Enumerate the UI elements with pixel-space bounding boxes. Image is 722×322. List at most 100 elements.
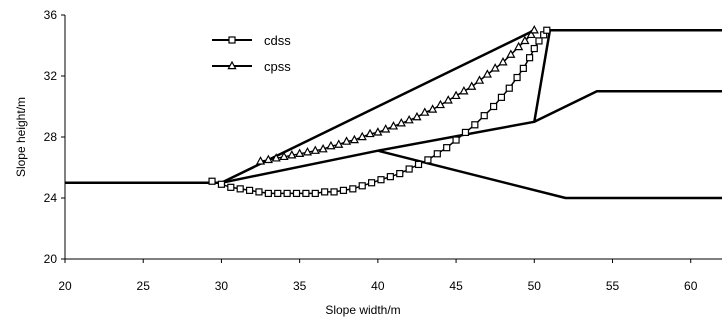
data-point-cdss	[283, 189, 291, 198]
data-point-cdss	[358, 182, 366, 190]
series-line-cdss	[211, 29, 548, 195]
x-tick-label: 55	[606, 279, 620, 293]
legend-marker-cdss	[228, 36, 236, 44]
data-point-cdss	[424, 156, 432, 164]
data-point-cdss	[386, 173, 394, 181]
data-point-cdss	[513, 73, 521, 82]
x-tick-label: 50	[528, 279, 542, 293]
series-cpss	[255, 24, 539, 165]
data-point-cpss	[498, 57, 508, 66]
y-tick-label: 20	[44, 252, 58, 266]
data-point-cdss	[433, 150, 441, 158]
data-point-cpss	[279, 151, 289, 161]
data-point-cdss	[292, 189, 301, 198]
data-point-cpss	[396, 118, 406, 127]
data-point-cpss	[381, 124, 391, 133]
data-point-cpss	[520, 35, 530, 45]
data-point-cpss	[506, 49, 516, 58]
data-point-cpss	[474, 75, 485, 84]
data-point-cpss	[357, 131, 367, 141]
data-point-cdss	[245, 186, 254, 194]
x-tick-label: 45	[449, 279, 463, 293]
data-point-cdss	[302, 189, 310, 198]
data-point-cpss	[514, 41, 524, 51]
slope-geometry-line	[65, 29, 722, 185]
data-point-cdss	[349, 185, 357, 193]
data-point-cpss	[287, 150, 297, 159]
x-tick-label: 30	[215, 279, 229, 293]
series-cdss	[208, 26, 551, 198]
x-tick-label: 40	[371, 279, 385, 293]
data-point-cpss	[255, 156, 266, 165]
slope-geometry-line	[377, 149, 722, 200]
data-point-cdss	[311, 189, 319, 198]
data-point-cpss	[373, 127, 383, 136]
x-tick-label: 25	[137, 279, 151, 293]
data-point-cpss	[349, 134, 360, 144]
data-point-cdss	[480, 112, 488, 120]
data-point-cdss	[368, 179, 376, 187]
axes: 20 25 30 35 40 45 50 55 60 20 24 28 32 36	[44, 8, 722, 293]
data-point-cpss	[326, 140, 336, 150]
data-point-cpss	[388, 121, 399, 130]
data-point-cdss	[452, 136, 460, 144]
legend: cdss cpss	[212, 33, 291, 74]
data-point-cdss	[535, 37, 543, 45]
data-point-cdss	[208, 177, 216, 185]
data-point-cpss	[310, 145, 320, 154]
data-point-cpss	[451, 90, 461, 100]
data-point-cdss	[471, 121, 479, 129]
legend-label-cpss: cpss	[264, 59, 291, 74]
legend-label-cdss: cdss	[264, 33, 291, 48]
data-point-cdss	[443, 144, 451, 152]
x-axis-title: Slope width/m	[325, 303, 400, 317]
data-point-cpss	[318, 143, 328, 153]
data-point-cdss	[530, 44, 538, 53]
y-tick-label: 24	[44, 191, 58, 205]
data-point-cdss	[321, 188, 329, 196]
data-point-cpss	[263, 154, 273, 164]
data-point-cpss	[341, 136, 352, 145]
data-point-cpss	[404, 114, 414, 124]
y-tick-label: 32	[44, 69, 58, 83]
data-point-cdss	[264, 189, 272, 198]
x-tick-label: 35	[293, 279, 307, 293]
data-point-cdss	[414, 160, 423, 169]
data-point-cpss	[490, 63, 500, 72]
slope-geometry-line	[533, 90, 722, 123]
series-layer	[208, 24, 551, 198]
data-point-cpss	[412, 111, 422, 121]
data-point-cpss	[295, 148, 305, 157]
data-point-cpss	[529, 24, 539, 34]
data-point-cdss	[505, 84, 513, 92]
data-point-cpss	[467, 81, 477, 90]
data-point-cpss	[271, 153, 281, 162]
data-point-cdss	[227, 183, 235, 191]
slope-geometry	[65, 29, 722, 200]
data-point-cpss	[420, 107, 430, 116]
x-tick-label: 60	[684, 279, 698, 293]
data-point-cdss	[525, 54, 534, 62]
data-point-cdss	[461, 128, 470, 137]
y-tick-label: 28	[44, 130, 58, 144]
data-point-cdss	[339, 186, 348, 194]
data-point-cpss	[526, 29, 536, 39]
data-point-cdss	[255, 188, 263, 196]
slope-geometry-line	[220, 29, 535, 184]
data-point-cdss	[330, 188, 338, 196]
data-point-cpss	[435, 99, 446, 109]
data-point-cpss	[365, 128, 375, 138]
data-point-cpss	[334, 139, 344, 148]
data-point-cpss	[459, 85, 469, 95]
x-tick-label: 20	[58, 279, 72, 293]
legend-marker-cpss	[227, 60, 237, 70]
data-point-cpss	[443, 95, 453, 104]
data-point-cdss	[217, 180, 226, 188]
data-point-cdss	[377, 176, 385, 184]
data-point-cdss	[490, 102, 498, 111]
data-point-cdss	[236, 185, 244, 193]
data-point-cdss	[274, 189, 282, 198]
y-axis-title: Slope height/m	[14, 97, 28, 177]
data-point-cpss	[482, 69, 492, 78]
